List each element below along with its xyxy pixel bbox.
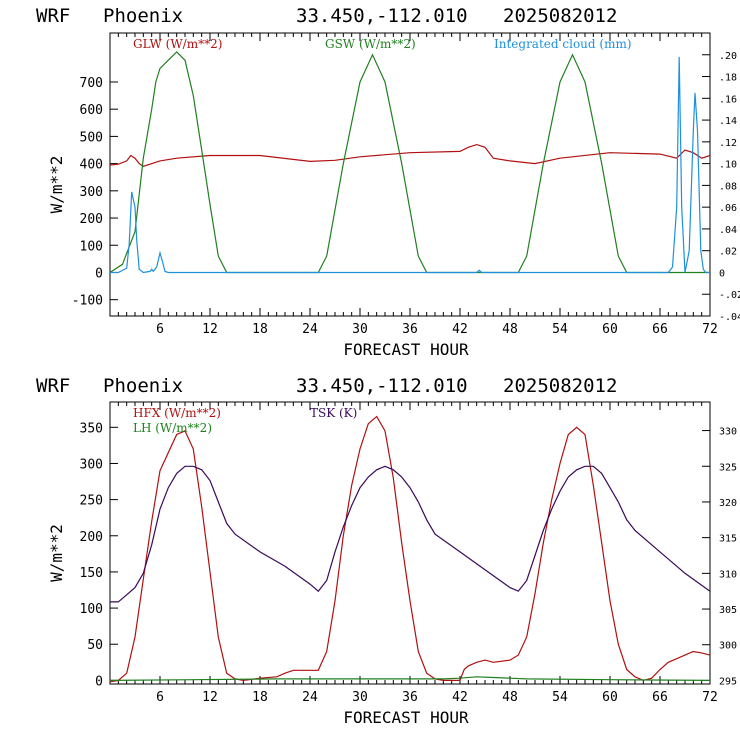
x-tick-label: 24 xyxy=(302,690,318,705)
y-tick-label: 100 xyxy=(80,602,103,617)
x-tick-label: 36 xyxy=(402,322,418,337)
y-tick-label: 200 xyxy=(80,212,103,227)
x-tick-label: 36 xyxy=(402,690,418,705)
x-tick-label: 48 xyxy=(502,322,518,337)
y-axis-label: W/m**2 xyxy=(47,524,66,582)
x-tick-label: 66 xyxy=(652,690,668,705)
legend-entry: GLW (W/m**2) xyxy=(133,37,222,51)
series-line-1 xyxy=(110,415,710,683)
y-tick-label: 300 xyxy=(80,457,103,472)
x-tick-label: 12 xyxy=(202,322,218,337)
y2-tick-label: 305 xyxy=(719,605,737,616)
plot-frame xyxy=(109,401,711,685)
x-tick-label: 72 xyxy=(702,690,718,705)
y-tick-label: 0 xyxy=(95,674,103,689)
legend-entry: GSW (W/m**2) xyxy=(325,37,416,51)
y-tick-label: 350 xyxy=(80,421,103,436)
y2-tick-label: 330 xyxy=(719,427,737,438)
y-tick-label: 50 xyxy=(87,638,103,653)
y2-tick-label: .04 xyxy=(719,225,737,236)
header-coords: 33.450,-112.010 xyxy=(296,5,468,27)
y-tick-label: 300 xyxy=(80,185,103,200)
y-tick-label: 700 xyxy=(80,76,103,91)
x-tick-label: 60 xyxy=(602,690,618,705)
series-line-2 xyxy=(110,51,710,274)
series-line-1 xyxy=(110,143,710,167)
x-tick-label: 6 xyxy=(156,690,164,705)
legend-entry: TSK (K) xyxy=(310,406,357,420)
x-tick-label: 54 xyxy=(552,322,568,337)
series-line-2 xyxy=(110,676,710,682)
series-line-3 xyxy=(110,56,710,274)
header-coords: 33.450,-112.010 xyxy=(296,375,468,397)
y-tick-label: -100 xyxy=(72,294,103,309)
x-tick-label: 18 xyxy=(252,322,268,337)
y-axis-label: W/m**2 xyxy=(47,156,66,214)
chart-panel-1: WRF Phoenix 33.450,-112.010 2025082012 6 12 18… xyxy=(36,5,740,359)
y2-tick-label: 320 xyxy=(719,498,737,509)
x-axis-label: FORECAST HOUR xyxy=(343,708,469,727)
x-tick-label: 12 xyxy=(202,690,218,705)
y2-tick-label: 315 xyxy=(719,534,737,545)
y2-tick-label: 310 xyxy=(719,569,737,580)
y-tick-label: 200 xyxy=(80,530,103,545)
y2-tick-label: .06 xyxy=(719,203,737,214)
x-tick-label: 6 xyxy=(156,322,164,337)
x-tick-label: 54 xyxy=(552,690,568,705)
y-tick-label: 100 xyxy=(80,239,103,254)
y2-tick-label: -.02 xyxy=(719,290,740,301)
y2-tick-label: -.04 xyxy=(719,312,740,323)
y2-tick-label: .14 xyxy=(719,116,737,127)
y-tick-label: 250 xyxy=(80,494,103,509)
chart-panel-2: WRF Phoenix 33.450,-112.010 2025082012 6 12 18… xyxy=(36,375,737,727)
x-tick-label: 66 xyxy=(652,322,668,337)
y2-tick-label: .02 xyxy=(719,247,737,258)
header-model: WRF xyxy=(36,5,70,27)
y2-tick-label: .12 xyxy=(719,138,737,149)
header-run: 2025082012 xyxy=(503,5,617,27)
x-tick-label: 18 xyxy=(252,690,268,705)
x-tick-label: 24 xyxy=(302,322,318,337)
x-tick-label: 48 xyxy=(502,690,518,705)
legend-entry: LH (W/m**2) xyxy=(133,421,212,435)
y-tick-label: 0 xyxy=(95,266,103,281)
y2-tick-label: 295 xyxy=(719,676,737,687)
y-tick-label: 150 xyxy=(80,566,103,581)
y2-tick-label: .08 xyxy=(719,181,737,192)
x-tick-label: 30 xyxy=(352,690,368,705)
plot-frame xyxy=(109,32,711,317)
x-tick-label: 72 xyxy=(702,322,718,337)
y2-tick-label: .20 xyxy=(719,51,737,62)
y2-tick-label: .10 xyxy=(719,160,737,171)
x-tick-label: 42 xyxy=(452,322,468,337)
y-tick-label: 400 xyxy=(80,158,103,173)
y2-tick-label: 0 xyxy=(719,268,725,279)
legend-entry: Integrated cloud (mm) xyxy=(494,37,632,51)
legend-entry: HFX (W/m**2) xyxy=(133,406,221,420)
header-model: WRF xyxy=(36,375,70,397)
y2-tick-label: .16 xyxy=(719,94,737,105)
y2-tick-label: .18 xyxy=(719,73,737,84)
x-axis-label: FORECAST HOUR xyxy=(343,340,469,359)
series-line-3 xyxy=(110,465,710,603)
y-tick-label: 500 xyxy=(80,130,103,145)
y2-tick-label: 325 xyxy=(719,462,737,473)
header-location: Phoenix xyxy=(103,375,183,397)
y2-tick-label: 300 xyxy=(719,641,737,652)
header-location: Phoenix xyxy=(103,5,183,27)
x-tick-label: 60 xyxy=(602,322,618,337)
y-tick-label: 600 xyxy=(80,103,103,118)
x-tick-label: 42 xyxy=(452,690,468,705)
header-run: 2025082012 xyxy=(503,375,617,397)
x-tick-label: 30 xyxy=(352,322,368,337)
